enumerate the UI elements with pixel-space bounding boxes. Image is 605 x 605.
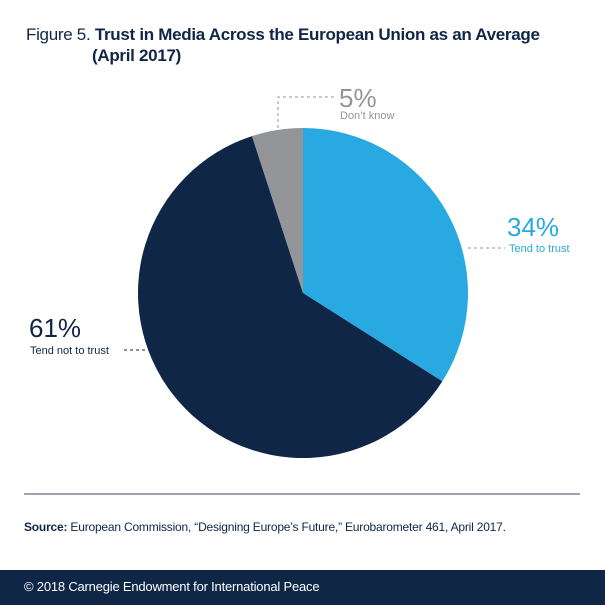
copyright: © 2018 Carnegie Endowment for Internatio… [24,579,320,594]
source-note: Source: European Commission, “Designing … [24,520,506,534]
source-text: European Commission, “Designing Europe’s… [67,520,506,534]
data-label-tend-to-trust: Tend to trust [509,243,570,255]
data-label-pct-dont-know: 5% [339,83,377,113]
pie-slice-tend-to-trust [303,128,468,382]
figure-label: Figure 5. [26,25,91,44]
data-label-pct-tend-not-to-trust: 61% [29,313,81,343]
data-label-tend-not-to-trust: Tend not to trust [30,345,109,357]
source-label: Source: [24,520,68,534]
chart-title: Figure 5. Trust in Media Across the Euro… [26,24,540,66]
pie-slice-don-t-know [252,128,303,293]
data-label-dont-know: Don’t know [340,110,394,122]
leader-line-dont-know [277,96,336,128]
title-line-2: (April 2017) [92,46,181,65]
data-label-pct-tend-to-trust: 34% [507,212,559,242]
divider [24,493,580,495]
footer-bar: © 2018 Carnegie Endowment for Internatio… [0,570,605,605]
pie-slice-tend-not-to-trust [138,136,443,458]
title-line-1: Trust in Media Across the European Union… [94,25,540,44]
